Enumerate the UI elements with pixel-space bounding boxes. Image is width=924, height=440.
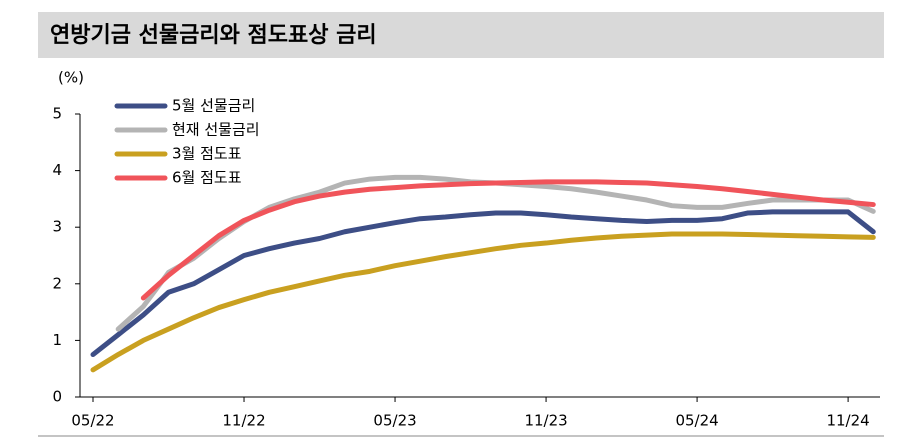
legend-label: 5월 선물금리 xyxy=(172,97,255,115)
x-tick-label: 11/23 xyxy=(524,412,567,430)
series-line xyxy=(90,209,876,358)
series-line xyxy=(140,179,876,301)
y-tick-label: 1 xyxy=(52,331,62,349)
chart-title: 연방기금 선물금리와 점도표상 금리 xyxy=(50,23,377,48)
series-line xyxy=(90,231,876,373)
x-tick-label: 05/23 xyxy=(373,412,416,430)
y-tick-label: 0 xyxy=(52,388,62,406)
title-bar xyxy=(38,12,884,58)
x-tick-label: 05/22 xyxy=(71,412,114,430)
legend-label: 6월 점도표 xyxy=(172,169,242,187)
series-line xyxy=(115,174,876,332)
y-tick-label: 4 xyxy=(52,161,62,179)
x-tick-label: 05/24 xyxy=(675,412,718,430)
x-tick-label: 11/24 xyxy=(826,412,869,430)
legend-label: 현재 선물금리 xyxy=(172,121,260,139)
y-tick-label: 3 xyxy=(52,218,62,236)
legend-label: 3월 점도표 xyxy=(172,145,242,163)
y-tick-label: 5 xyxy=(52,105,62,123)
x-tick-label: 11/22 xyxy=(222,412,265,430)
y-tick-label: 2 xyxy=(52,274,62,292)
y-axis-label: (%) xyxy=(58,69,84,87)
